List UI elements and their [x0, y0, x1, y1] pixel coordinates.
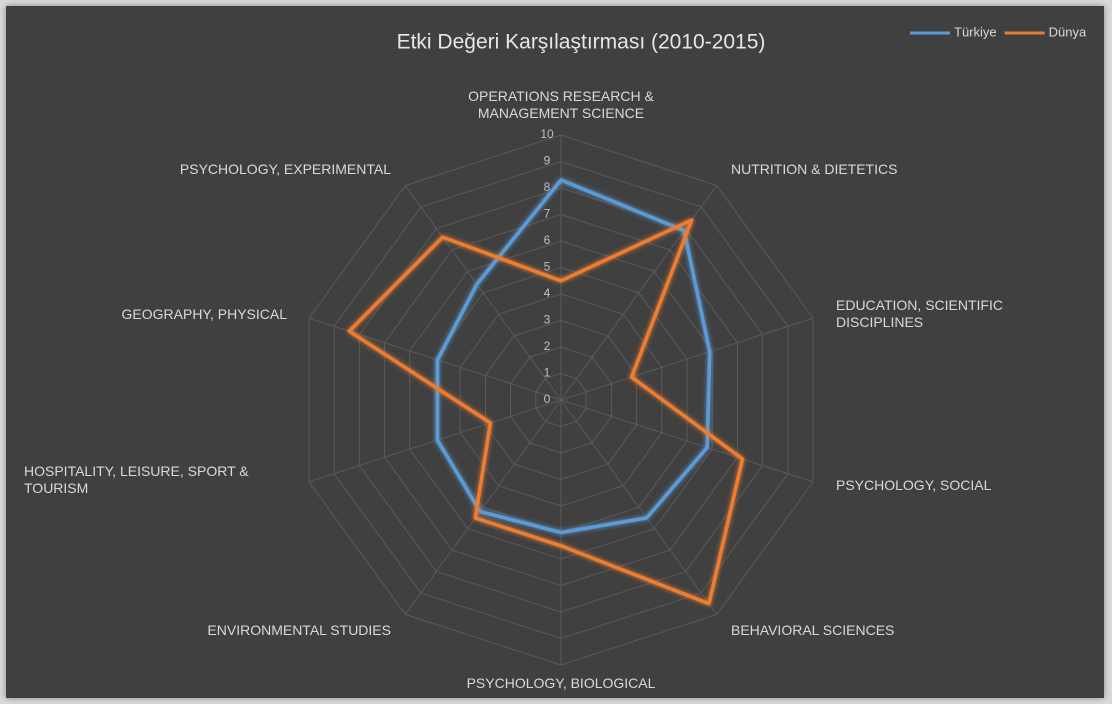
chart-title: Etki Değeri Karşılaştırması (2010-2015)	[397, 31, 766, 54]
spoke	[560, 399, 718, 615]
category-label: HOSPITALITY, LEISURE, SPORT & TOURISM	[24, 463, 249, 496]
spoke	[560, 185, 718, 401]
r-tick-label: 5	[544, 260, 551, 274]
r-tick-label: 10	[540, 127, 554, 141]
r-tick-label: 8	[544, 180, 551, 194]
spoke	[404, 399, 562, 615]
category-label: NUTRITION & DIETETICS	[731, 161, 898, 177]
spoke	[560, 399, 814, 483]
category-label: OPERATIONS RESEARCH & MANAGEMENT SCIENCE	[468, 88, 654, 121]
series-line	[435, 178, 712, 535]
series-line	[347, 218, 745, 606]
spoke	[308, 399, 562, 483]
r-tick-label: 0	[544, 392, 551, 406]
r-tick-label: 6	[544, 233, 551, 247]
spoke	[404, 185, 562, 401]
legend-label: Dünya	[1049, 24, 1087, 39]
category-label: PSYCHOLOGY, SOCIAL	[836, 477, 992, 493]
category-label: EDUCATION, SCIENTIFIC DISCIPLINES	[836, 297, 1003, 330]
category-label: BEHAVIORAL SCIENCES	[731, 622, 895, 638]
legend-label: Türkiye	[954, 24, 997, 39]
r-tick-label: 2	[544, 339, 551, 353]
r-tick-label: 4	[544, 286, 551, 300]
r-tick-label: 1	[544, 366, 551, 380]
spoke	[560, 317, 814, 401]
category-label: PSYCHOLOGY, EXPERIMENTAL	[179, 161, 391, 177]
r-tick-label: 7	[544, 207, 551, 221]
r-tick-label: 3	[544, 313, 551, 327]
category-label: ENVIRONMENTAL STUDIES	[207, 622, 391, 638]
chart-area	[6, 6, 1104, 698]
category-label: GEOGRAPHY, PHYSICAL	[121, 306, 287, 322]
category-label: PSYCHOLOGY, BIOLOGICAL	[466, 675, 656, 691]
r-tick-label: 9	[544, 154, 551, 168]
